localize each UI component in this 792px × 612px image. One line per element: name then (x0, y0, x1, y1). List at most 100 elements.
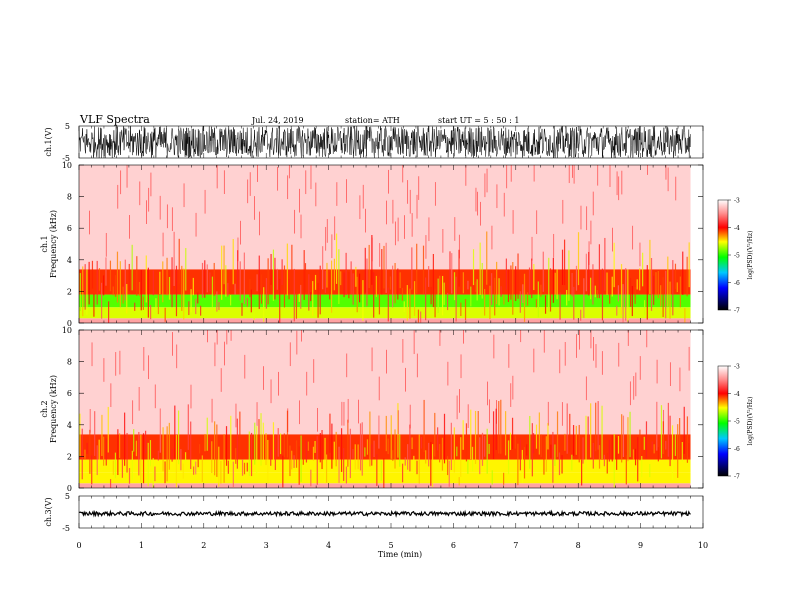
spec2-burst (333, 441, 335, 460)
spec2-burst (282, 455, 284, 488)
spec2-burst (84, 449, 86, 459)
spec1-streak (146, 200, 147, 224)
spec1-streak (616, 171, 618, 196)
spec1-burst (168, 276, 171, 300)
spec2-burst (420, 437, 423, 449)
spec1-burst (503, 295, 505, 305)
spec1-burst (188, 301, 190, 316)
date-label: Jul. 24, 2019 (251, 116, 304, 125)
spec2-streak (230, 330, 232, 341)
spec2-burst (531, 423, 533, 477)
spec2-streak (343, 401, 345, 426)
spec1-burst (140, 269, 142, 311)
spec1-burst (157, 294, 159, 315)
spec2-streak (593, 336, 595, 361)
spec2-burst (606, 452, 608, 474)
spec2-burst (218, 446, 220, 487)
spec2-streak (176, 344, 178, 369)
spec2-burst (437, 427, 439, 451)
spec1-streak (397, 217, 399, 242)
spec1-streak (129, 215, 130, 239)
spec2-burst (561, 455, 563, 474)
spec2-burst (540, 434, 542, 458)
spec2-burst (98, 439, 100, 465)
spec2-burst (236, 418, 238, 469)
spec1-burst (291, 244, 293, 292)
time-tick-label: 7 (513, 541, 518, 550)
spec1-burst (453, 272, 456, 301)
spec1-burst (416, 243, 418, 294)
spec2-burst (471, 446, 474, 472)
spec1-burst (401, 287, 404, 301)
spec1-burst (366, 258, 368, 307)
time-tick-label: 3 (264, 541, 269, 550)
spec1-band-3 (79, 269, 691, 295)
spec1-burst (649, 239, 651, 294)
ch1-spectrogram-yticks: 0 2 4 6 8 10 (62, 161, 703, 328)
spec2-burst (223, 434, 225, 483)
spec2-streak (263, 366, 264, 390)
spec2-streak (378, 376, 380, 401)
spec1-burst (329, 271, 331, 300)
spec1-burst (606, 272, 608, 295)
spec2-burst (321, 430, 323, 470)
spec2-streak (235, 403, 237, 428)
spec2-burst (595, 402, 597, 452)
spec2-burst (665, 440, 667, 450)
spec1-burst (531, 258, 533, 299)
spec1-burst (312, 281, 314, 316)
spec1-streak (331, 234, 333, 259)
spec2-burst (86, 442, 88, 454)
spec1-burst (476, 279, 478, 301)
spec2-streak (172, 332, 173, 356)
spec1-burst (260, 274, 263, 304)
spec1-burst (430, 286, 432, 305)
yt2-label: 4 (67, 256, 72, 265)
spec2-streak (306, 371, 308, 396)
spec2-burst (198, 444, 201, 454)
spec2-burst (407, 444, 409, 470)
spec2-burst (345, 466, 348, 484)
spec2-burst (585, 415, 587, 470)
spec2-streak (405, 367, 406, 392)
spec2-burst (214, 421, 216, 476)
spec1-burst (227, 282, 229, 297)
spec1-burst (91, 260, 94, 289)
spec2-streak (207, 330, 208, 343)
spec1-burst (343, 272, 345, 298)
spec1-burst (358, 273, 361, 303)
ch3-ytick-bottom: -5 (62, 524, 70, 533)
spec1-burst (221, 245, 223, 300)
ch2-spectrogram-image (79, 330, 691, 488)
spec2-streak (224, 341, 225, 366)
spec2-streak (409, 404, 411, 429)
spec1-streak (484, 173, 486, 198)
spec2-burst (305, 440, 308, 463)
spec1-burst (164, 307, 166, 322)
spec1-burst (276, 268, 278, 290)
spec2-streak (216, 330, 218, 345)
time-axis-label: Time (min) (378, 550, 422, 559)
spec1-burst (443, 282, 445, 305)
spec2-burst (190, 421, 192, 470)
spec2-burst (243, 462, 246, 475)
spec1-burst (475, 281, 477, 292)
spec1-burst (559, 292, 561, 320)
spec2-burst (340, 428, 343, 472)
spec2-burst (409, 424, 411, 472)
spec1-streak (475, 187, 477, 212)
spec2-streak (211, 398, 213, 423)
spec1-streak (359, 195, 361, 220)
spec1-streak (386, 200, 387, 225)
spec2-burst (364, 447, 366, 457)
spec2-streak (679, 367, 681, 392)
spec1-burst (428, 266, 430, 287)
spec2-burst (509, 432, 512, 450)
spec2-burst (653, 444, 655, 454)
spec1-burst (183, 268, 185, 320)
spec1-burst (93, 293, 95, 317)
cbt2-label: -4 (734, 391, 740, 398)
spec1-streak (503, 192, 505, 217)
spec1-burst (98, 268, 101, 291)
spec2-burst (477, 411, 479, 460)
